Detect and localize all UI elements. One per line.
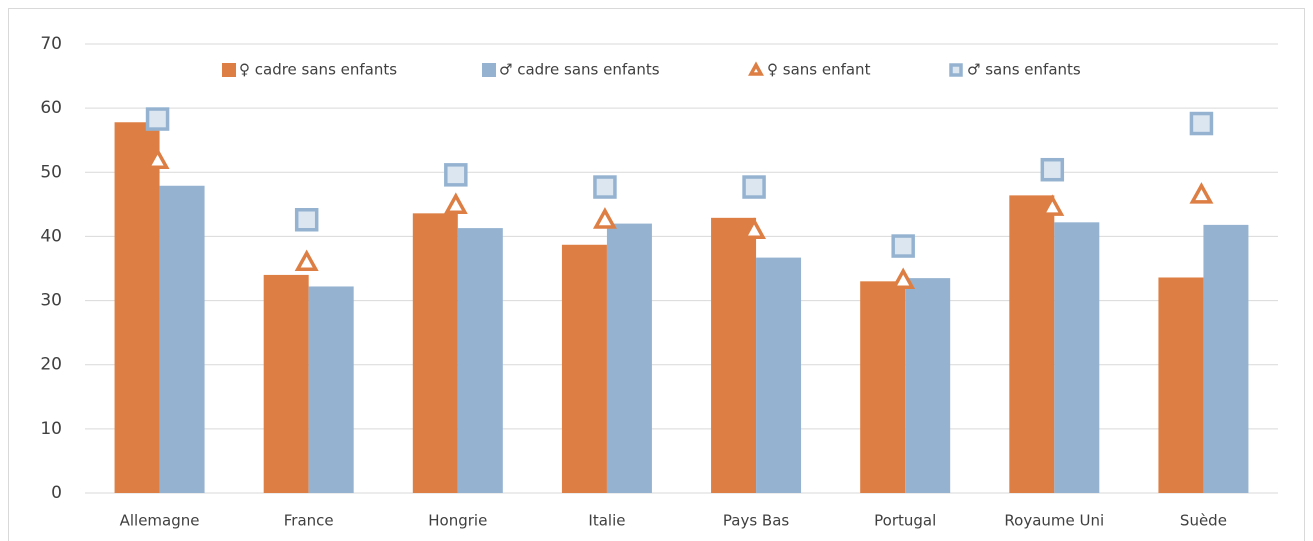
bar xyxy=(756,257,802,493)
legend-swatch xyxy=(748,61,764,76)
legend-swatch xyxy=(482,63,496,77)
x-tick-label: Italie xyxy=(588,512,625,530)
bar xyxy=(1203,224,1249,493)
square-marker xyxy=(593,175,617,199)
bar xyxy=(114,122,160,494)
bar xyxy=(1158,277,1204,493)
x-tick-label: Suède xyxy=(1180,512,1227,530)
square-marker xyxy=(1040,157,1065,182)
legend-label: ♀ sans enfant xyxy=(767,61,871,79)
y-tick-label: 20 xyxy=(40,355,62,375)
bar xyxy=(905,278,951,493)
legend-swatch xyxy=(222,63,236,77)
square-marker xyxy=(294,208,319,232)
y-tick-label: 10 xyxy=(40,419,62,439)
legend-label: ♂ cadre sans enfants xyxy=(499,61,660,79)
x-tick-label: France xyxy=(284,512,334,530)
y-tick-label: 40 xyxy=(40,226,62,246)
bar xyxy=(1009,195,1055,493)
y-tick-label: 70 xyxy=(40,34,62,54)
bar xyxy=(308,286,354,493)
triangle-marker xyxy=(1189,182,1214,204)
legend-label: ♂ sans enfants xyxy=(967,61,1081,79)
x-tick-label: Hongrie xyxy=(428,512,487,530)
triangle-marker xyxy=(891,267,916,289)
square-marker xyxy=(891,234,915,258)
bar xyxy=(860,281,906,493)
square-marker xyxy=(444,163,468,187)
triangle-marker xyxy=(742,217,767,239)
square-marker xyxy=(1189,111,1214,136)
triangle-marker xyxy=(443,192,468,214)
x-tick-label: Royaume Uni xyxy=(1004,512,1104,530)
triangle-marker xyxy=(145,147,170,170)
bar xyxy=(606,223,652,493)
triangle-marker xyxy=(592,207,617,229)
y-tick-label: 30 xyxy=(40,291,62,311)
triangle-marker xyxy=(1040,194,1065,216)
bar xyxy=(412,213,458,493)
legend-swatch xyxy=(949,63,963,77)
x-tick-label: Pays Bas xyxy=(723,512,790,530)
bar xyxy=(457,228,503,493)
y-tick-label: 0 xyxy=(51,483,62,503)
legend-label: ♀ cadre sans enfants xyxy=(239,61,397,79)
square-marker xyxy=(742,175,766,199)
bar xyxy=(263,274,309,493)
bar xyxy=(159,185,205,493)
bar xyxy=(561,244,607,493)
triangle-marker xyxy=(294,249,319,272)
x-tick-label: Portugal xyxy=(874,512,936,530)
y-tick-label: 50 xyxy=(40,162,62,182)
bar xyxy=(711,217,757,493)
square-marker xyxy=(145,107,170,131)
bar xyxy=(1054,222,1100,493)
y-tick-label: 60 xyxy=(40,98,62,118)
x-tick-label: Allemagne xyxy=(120,512,200,530)
